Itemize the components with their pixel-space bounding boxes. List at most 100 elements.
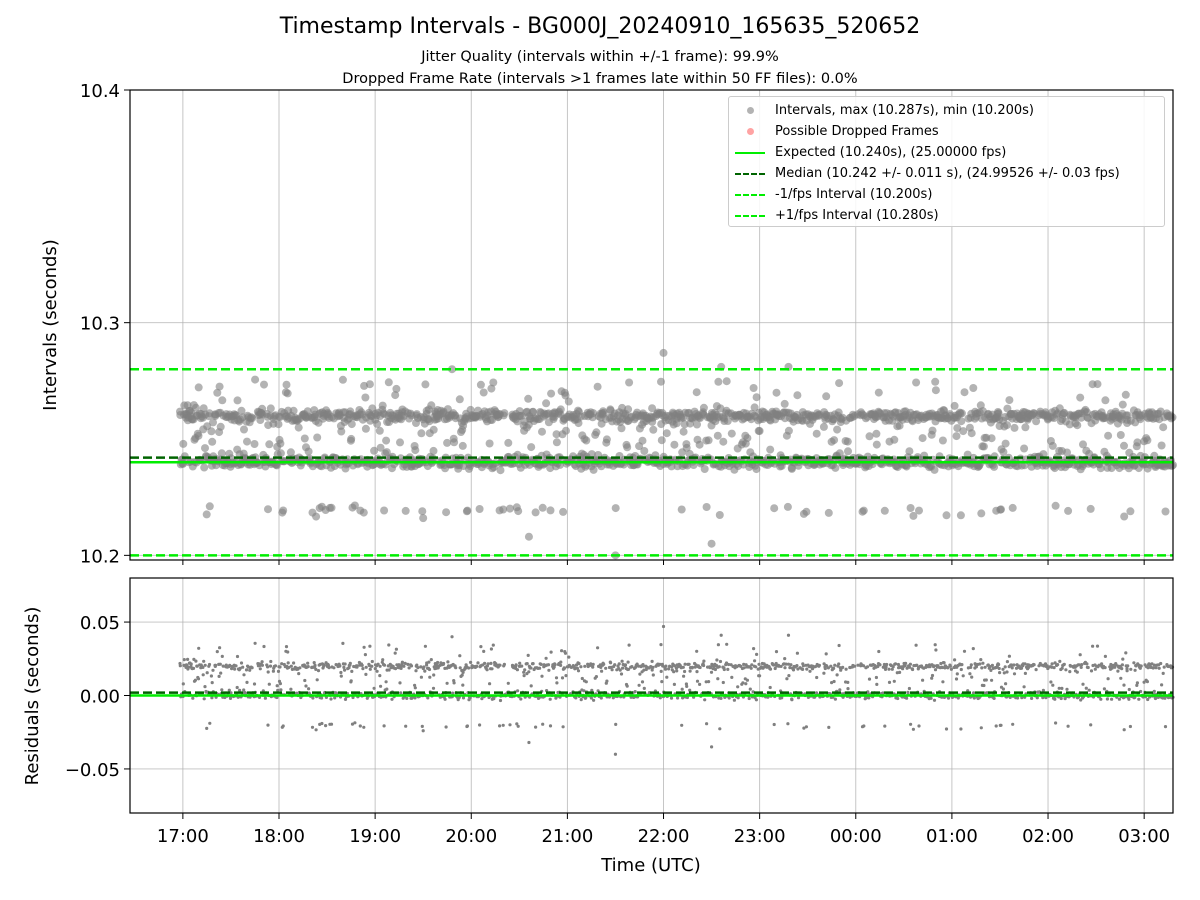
residual-point xyxy=(539,662,543,667)
residual-point xyxy=(994,724,998,728)
residual-point xyxy=(940,665,945,670)
residual-point xyxy=(1010,666,1014,670)
residual-point xyxy=(726,667,730,672)
interval-point xyxy=(215,382,224,391)
interval-point xyxy=(546,506,555,515)
interval-point xyxy=(957,409,966,418)
residual-point xyxy=(623,663,628,667)
residual-point xyxy=(252,682,257,686)
interval-point xyxy=(822,392,831,401)
residual-point xyxy=(1080,663,1084,667)
interval-point xyxy=(1079,440,1087,449)
interval-point xyxy=(458,441,467,450)
residual-point xyxy=(574,696,578,700)
residual-point xyxy=(1152,663,1157,667)
residual-point xyxy=(1020,696,1024,700)
interval-point xyxy=(202,510,211,519)
residual-point xyxy=(193,678,197,682)
residual-point xyxy=(442,661,446,666)
residual-point xyxy=(486,662,490,666)
interval-point xyxy=(564,397,573,406)
residual-outlier-point xyxy=(709,745,714,749)
residual-point xyxy=(239,661,244,665)
residual-point xyxy=(387,668,391,672)
residual-point xyxy=(939,661,943,666)
residual-point xyxy=(978,662,982,666)
residual-point xyxy=(890,667,894,671)
residual-point xyxy=(727,696,731,700)
residual-point xyxy=(747,696,751,701)
residual-point xyxy=(1103,654,1107,659)
residual-point xyxy=(416,666,420,670)
residual-point xyxy=(316,669,321,673)
residual-point xyxy=(406,662,410,667)
interval-point xyxy=(514,507,523,516)
interval-point xyxy=(194,431,203,440)
interval-point xyxy=(260,380,268,389)
residual-point xyxy=(1060,666,1064,670)
residual-point xyxy=(745,678,750,682)
residual-point xyxy=(482,649,486,654)
x-tick-label: 23:00 xyxy=(734,826,786,847)
residual-point xyxy=(932,664,936,668)
residual-point xyxy=(491,643,495,647)
interval-point xyxy=(1101,396,1110,405)
residual-point xyxy=(664,664,668,668)
interval-point xyxy=(702,503,711,511)
residual-point xyxy=(930,673,935,678)
residual-point xyxy=(1146,697,1150,702)
residual-point xyxy=(393,667,398,671)
residual-point xyxy=(972,696,976,700)
interval-point xyxy=(865,432,874,441)
residual-point xyxy=(1016,696,1020,700)
residual-point xyxy=(444,725,448,729)
interval-point xyxy=(265,440,274,449)
residual-point xyxy=(549,650,553,654)
residual-point xyxy=(516,724,520,728)
residual-point xyxy=(960,663,964,667)
bottom-y-axis-label: Residuals (seconds) xyxy=(22,607,43,786)
interval-point xyxy=(574,419,583,428)
residual-point xyxy=(208,721,212,725)
top-y-tick-label: 10.3 xyxy=(80,314,120,335)
legend-item-dropped: Possible Dropped Frames xyxy=(729,121,1164,142)
residual-point xyxy=(1151,666,1155,670)
residual-point xyxy=(716,643,721,647)
interval-point xyxy=(582,436,591,445)
residual-point xyxy=(1051,683,1055,687)
residual-point xyxy=(178,664,182,668)
residual-point xyxy=(461,670,465,675)
residual-point xyxy=(954,677,959,681)
residual-point xyxy=(1077,663,1081,667)
residual-point xyxy=(461,696,466,700)
interval-point xyxy=(547,389,556,398)
residual-point xyxy=(1128,724,1132,729)
residual-point xyxy=(805,667,809,671)
residual-point xyxy=(211,668,215,672)
interval-point xyxy=(1120,441,1128,450)
residual-point xyxy=(313,663,317,668)
bottom-scatter-points xyxy=(178,624,1175,756)
residual-point xyxy=(187,665,191,669)
residual-point xyxy=(684,682,689,686)
legend-label-intervals: Intervals, max (10.287s), min (10.200s) xyxy=(775,103,1034,118)
residual-point xyxy=(1126,664,1130,668)
residual-point xyxy=(196,677,201,681)
residual-point xyxy=(786,662,791,666)
residual-point xyxy=(944,727,949,731)
residual-point xyxy=(1023,662,1027,666)
interval-point xyxy=(844,447,852,456)
residual-point xyxy=(984,678,988,682)
residual-point xyxy=(695,679,700,683)
residual-point xyxy=(627,643,631,647)
residual-point xyxy=(1125,669,1129,673)
legend-marker-intervals xyxy=(746,107,754,114)
residual-point xyxy=(376,662,380,666)
residual-point xyxy=(420,724,424,729)
legend-item-expected: Expected (10.240s), (25.00000 fps) xyxy=(729,142,1164,163)
residual-point xyxy=(983,665,987,669)
residual-point xyxy=(250,666,254,670)
residual-point xyxy=(400,660,404,664)
residual-point xyxy=(360,663,364,668)
residual-point xyxy=(273,664,278,668)
